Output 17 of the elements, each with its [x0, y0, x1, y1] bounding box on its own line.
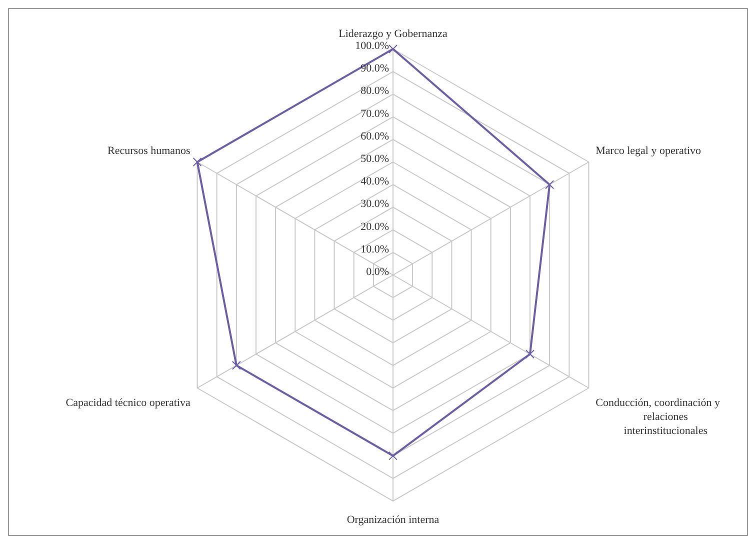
spoke-label: Liderazgo y Gobernanza [338, 28, 448, 40]
y-tick-label: 10.0% [360, 243, 389, 256]
y-tick-label: 100.0% [355, 40, 389, 52]
spoke-label: Recursos humanos [108, 145, 190, 157]
y-tick-label: 90.0% [360, 62, 389, 75]
spoke-label: Organización interna [346, 514, 440, 526]
y-tick-label: 60.0% [360, 130, 389, 142]
spoke-label: Capacidad técnico operativa [66, 397, 190, 409]
spoke-label: Marco legal y operativo [596, 145, 702, 157]
y-tick-label: 0.0% [366, 266, 389, 278]
y-tick-label: 80.0% [360, 85, 389, 98]
y-tick-label: 50.0% [360, 153, 389, 165]
spoke-label: Conducción, coordinación y relaciones interinstitucionales [596, 397, 720, 437]
y-tick-label: 70.0% [360, 108, 389, 120]
y-tick-label: 30.0% [360, 198, 389, 210]
y-tick-label: 20.0% [360, 220, 389, 233]
y-tick-label: 40.0% [360, 176, 389, 188]
